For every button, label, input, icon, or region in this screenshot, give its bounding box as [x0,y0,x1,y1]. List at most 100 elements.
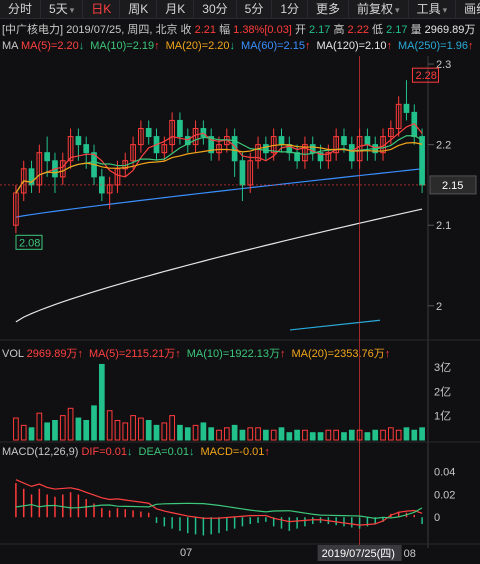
volume-bar [317,432,324,441]
arrow-up-icon: ↑ [467,40,474,52]
candle-body [419,136,425,186]
price-axis-label: 2.3 [436,59,451,71]
tab-7[interactable]: 1分 [272,0,309,18]
volume-bar [67,407,74,441]
volume-bar [184,427,191,441]
arrow-down-icon: ↓ [127,446,133,458]
tab-label: 5分 [244,2,264,16]
candle-body [239,160,246,186]
volume-bar [59,415,66,441]
macd-axis-label: 0 [434,512,440,524]
tab-4[interactable]: 月K [157,0,195,18]
legend-text: DEA=0.01 [138,446,189,458]
ma20-line [15,142,423,194]
candle-body [317,152,324,162]
volume-bar [325,429,332,441]
volume-bar [75,417,82,441]
volume-bar [419,427,425,441]
tab-6[interactable]: 5分 [237,0,273,18]
volume-bar [192,424,199,441]
current-price-label: 2.15 [442,180,463,192]
arrow-up-icon: ↑ [77,348,83,360]
volume-bar [270,429,277,441]
legend-item: DIF=0.01↓ [81,446,132,458]
volume-bar [138,417,144,441]
quote-date: 2019/07/25, 周四, 北京 [66,24,178,36]
change-value: 1.38% [233,24,265,36]
arrow-up-icon: ↑ [386,40,392,52]
legend-text: MA(60)=2.15 [241,40,305,52]
chevron-down-icon: ▾ [69,5,75,15]
tab-1[interactable]: 5天 ▾ [41,0,84,18]
tab-5[interactable]: 30分 [194,0,237,18]
volume-bar [411,429,418,441]
tab-label: 更多 [316,2,341,16]
legend-text: MA(20)=2.20 [165,40,230,52]
legend-item: MA(5)=2115.21万↑ [89,348,181,360]
volume-bar [223,427,230,441]
volume-bar [348,429,355,441]
candle-body [216,144,222,154]
volume-bar [239,429,246,441]
tab-3[interactable]: 周K [120,0,158,18]
legend-item: MA(120)=2.10↑ [316,40,392,52]
ma250-line [289,319,381,331]
legend-title: VOL [2,348,27,360]
tab-11[interactable]: 画线 [456,0,480,18]
tab-8[interactable]: 更多 [308,0,350,18]
candle-body [145,128,152,138]
volume-bar [286,432,293,441]
volume-bar [294,429,300,441]
volume-bar [216,429,222,441]
volume-bar [177,424,183,441]
open-value: 2.17 [309,24,331,36]
arrow-up-icon: ↑ [154,40,160,52]
arrow-down-icon: ↓ [189,446,195,458]
tab-label: 1分 [280,2,300,16]
arrow-up-icon: ↑ [384,348,391,360]
volume-bar [145,420,152,441]
tab-label: 5天 [49,2,68,16]
volume-bar [309,432,316,441]
chevron-down-icon: ▾ [395,5,400,15]
quote-info-bar: [中广核电力] 2019/07/25, 周四, 北京 收 2.21 幅 1.38… [2,21,475,37]
arrow-down-icon: ↓ [78,40,85,52]
candle-body [333,136,340,154]
volume-bar [91,405,97,441]
volume-bar [263,429,269,441]
tab-0[interactable]: 分时 [0,0,42,18]
candle-body [28,168,35,186]
legend-text: MA(5)=2115.21万 [88,348,176,360]
candle-body [184,136,191,146]
open-label: 开 [294,24,306,36]
volume-bar [36,412,43,441]
candle-body [325,152,332,162]
volume-bar [122,422,129,441]
volume-bar [200,422,207,441]
tab-label: 画线 [464,2,480,16]
legend-text: MA(10)=1922.13万 [186,348,281,360]
tab-10[interactable]: 工具 ▾ [409,0,457,18]
legend-text: 2969.89万 [26,348,78,360]
volume-bar [302,429,308,441]
candle-body [348,144,355,162]
candle-body [169,119,175,146]
ma120-line [15,208,423,323]
high-label: 高 [333,24,345,36]
x-next-label: 08 [404,548,416,560]
legend-item: MACD=-0.01↑ [201,446,270,458]
candle-body [36,152,43,186]
legend-item: 2969.89万↑ [27,348,83,360]
tab-9[interactable]: 前复权 ▾ [349,0,409,18]
candle-body [67,136,74,162]
min-marker-label: 2.08 [19,237,40,249]
tab-2[interactable]: 日K [83,0,121,18]
tab-label: 前复权 [357,2,394,16]
volume-bar [161,422,168,441]
tab-label: 工具 [416,2,441,16]
candle-body [309,144,316,154]
price-axis-label: 2 [436,301,442,313]
legend-item: MA(60)=2.15↑ [241,40,310,52]
volume-value: 2969.89万 [424,24,476,36]
